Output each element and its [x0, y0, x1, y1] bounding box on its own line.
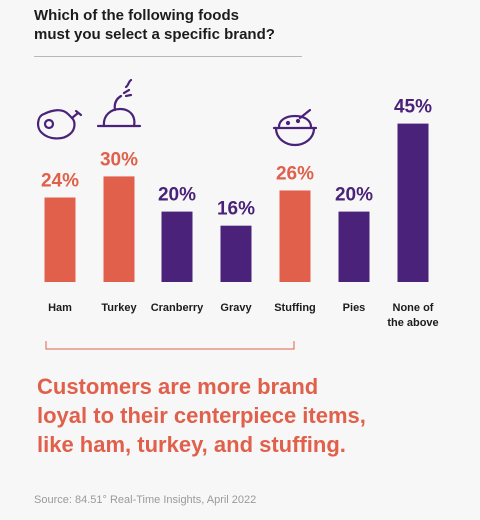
tagline-line-2: loyal to their centerpiece items, — [37, 403, 366, 428]
category-label-none-of-the-above: None of the above — [387, 302, 438, 329]
chart-title: Which of the following foods must you se… — [34, 6, 334, 44]
bar-pies — [338, 211, 370, 282]
value-label-pies: 20% — [335, 185, 373, 206]
bar-gravy — [220, 225, 252, 282]
source-note: Source: 84.51° Real-Time Insights, April… — [34, 494, 257, 506]
bar-ham — [44, 197, 76, 282]
stuffing-bowl-icon — [272, 108, 318, 147]
category-label-stuffing: Stuffing — [274, 302, 316, 314]
category-label-pies: Pies — [343, 302, 366, 314]
category-label-ham: Ham — [48, 302, 72, 314]
bar-turkey — [103, 176, 135, 282]
value-label-gravy: 16% — [217, 199, 255, 220]
bar-cranberry — [161, 211, 193, 282]
category-label-gravy: Gravy — [220, 302, 252, 314]
value-label-none-of-the-above: 45% — [394, 97, 432, 118]
highlight-bracket — [45, 341, 295, 350]
value-label-cranberry: 20% — [158, 185, 196, 206]
value-label-turkey: 30% — [100, 149, 138, 170]
tagline-line-1: Customers are more brand — [37, 374, 319, 399]
bar-chart: 24% Ham 30% Turkey 20% Cranberry 16% Gravy 26% St… — [37, 78, 439, 350]
bar-none-of-the-above — [397, 123, 429, 282]
ham-icon — [37, 109, 83, 140]
turkey-icon — [96, 78, 142, 128]
insight-tagline: Customers are more brand loyal to their … — [37, 372, 457, 459]
chart-title-line-1: Which of the following foods — [34, 7, 239, 24]
bar-stuffing — [279, 190, 311, 282]
title-divider — [34, 56, 302, 57]
value-label-stuffing: 26% — [276, 163, 314, 184]
category-label-cranberry: Cranberry — [151, 302, 204, 314]
chart-title-line-2: must you select a specific brand? — [34, 26, 275, 43]
value-label-ham: 24% — [41, 171, 79, 192]
category-label-turkey: Turkey — [101, 302, 137, 314]
tagline-line-3: like ham, turkey, and stuffing. — [37, 432, 346, 457]
